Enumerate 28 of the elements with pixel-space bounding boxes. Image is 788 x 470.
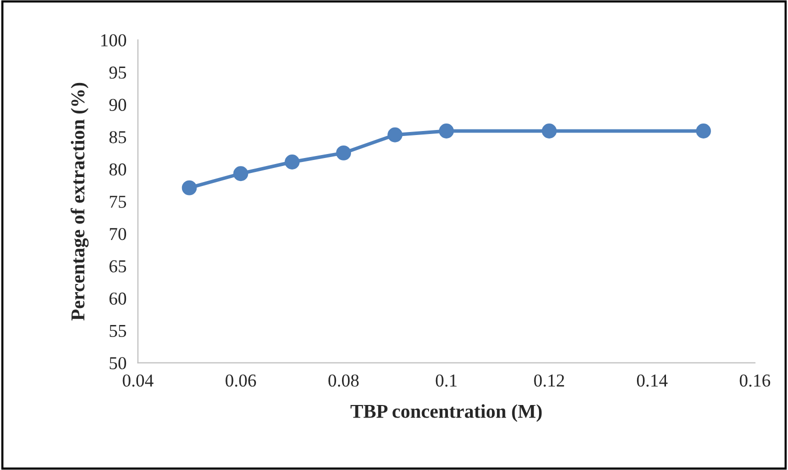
x-axis-title: TBP concentration (M): [350, 404, 542, 422]
point: [233, 166, 248, 182]
x-tick-label: 0.1: [436, 374, 457, 387]
y-tick-label: 90: [109, 98, 126, 111]
y-tick-label: 50: [110, 357, 126, 370]
point: [284, 154, 300, 170]
x-tick-label: 0.14: [636, 374, 668, 387]
x-tick-label: 0.16: [740, 374, 770, 387]
y-tick-label: 60: [110, 292, 126, 305]
x-tick-label: 0.04: [122, 374, 154, 387]
x-tick-label: 0.06: [226, 374, 256, 387]
point: [438, 124, 454, 138]
point: [388, 127, 402, 142]
point: [336, 145, 352, 160]
y-axis-title: Percentage of extraction (%): [70, 82, 89, 320]
point: [542, 124, 557, 138]
point: [182, 180, 197, 196]
y-tick-label: 75: [110, 196, 126, 208]
y-tick-label: 70: [110, 228, 126, 240]
y-tick-label: 80: [109, 163, 126, 176]
point: [696, 124, 711, 138]
x-tick-label: 0.12: [534, 374, 564, 387]
y-tick-label: 85: [109, 131, 126, 144]
x-tick-label: 0.08: [328, 374, 359, 387]
y-tick-label: 65: [110, 260, 126, 272]
y-tick-label: 100: [101, 34, 126, 46]
y-tick-label: 55: [110, 324, 126, 337]
y-tick-label: 95: [109, 66, 126, 79]
